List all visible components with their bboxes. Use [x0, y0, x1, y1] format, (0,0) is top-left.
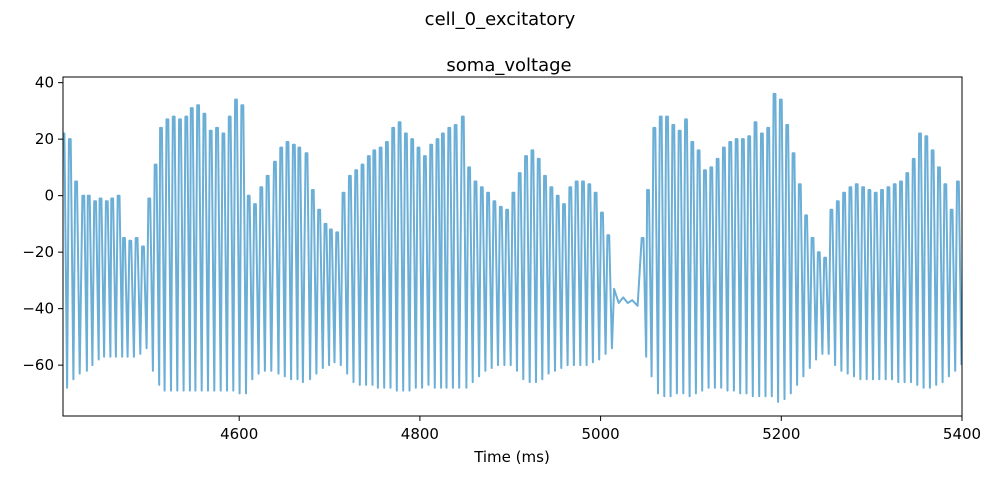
x-tick-label: 4800 [401, 425, 439, 443]
chart-title: soma_voltage [446, 55, 571, 76]
x-axis-label: Time (ms) [473, 448, 550, 466]
x-tick-label: 4600 [220, 425, 258, 443]
y-tick-label: 40 [35, 74, 54, 92]
x-tick-label: 5400 [943, 425, 981, 443]
y-tick-label: 0 [44, 187, 54, 205]
plot-frame [62, 76, 963, 417]
y-tick-label: 20 [35, 130, 54, 148]
y-tick-label: −20 [22, 243, 54, 261]
y-tick-label: −60 [22, 356, 54, 374]
y-tick-label: −40 [22, 300, 54, 318]
x-tick-label: 5200 [762, 425, 800, 443]
figure-title: cell_0_excitatory [425, 9, 576, 30]
series-line-soma-voltage [63, 92, 962, 403]
x-tick-label: 5000 [581, 425, 619, 443]
